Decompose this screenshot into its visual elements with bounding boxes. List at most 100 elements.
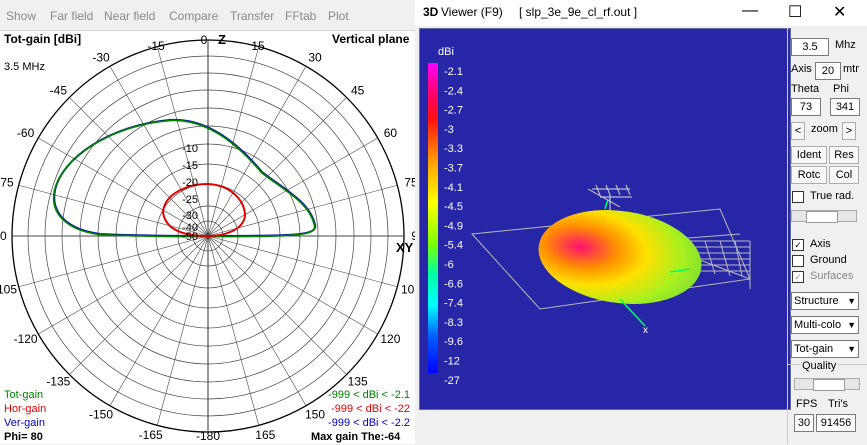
- zoom-in-button[interactable]: >: [842, 122, 856, 140]
- angle-labels: -15015ZXY30-3045-4560-6075-7590-90105-10…: [0, 32, 415, 443]
- frequency-input[interactable]: 3.5: [791, 38, 829, 56]
- polar-plot: -15015ZXY30-3045-4560-6075-7590-90105-10…: [0, 32, 415, 443]
- structure-select[interactable]: Structure ▼: [791, 292, 859, 310]
- title-3d: 3D: [423, 5, 439, 19]
- maximize-icon[interactable]: ☐: [788, 4, 803, 21]
- true-rad-slider[interactable]: [791, 210, 857, 223]
- angle-label: -135: [46, 375, 70, 389]
- phi-input[interactable]: 341: [830, 98, 860, 116]
- file-name: [ slp_3e_9e_cl_rf.out ]: [519, 5, 638, 19]
- multicolor-select[interactable]: Multi-colo ▼: [791, 316, 859, 334]
- control-panel: 3.5 Mhz Axis 20 mtr Theta Phi 73 341 < z…: [787, 28, 867, 444]
- pattern-curves: [52, 118, 317, 238]
- polar-spoke: [18, 235, 209, 288]
- menu-bar: Show Far field Near field Compare Transf…: [0, 0, 415, 31]
- plot-frequency: 3.5 MHz: [4, 61, 45, 73]
- angle-label: -30: [92, 51, 110, 65]
- angle-label: -180: [196, 429, 220, 443]
- tot-gain-curve: [52, 119, 316, 238]
- scale-value: -8.3: [444, 317, 463, 329]
- legend-hor-range: -999 < dBi < -22: [331, 403, 410, 415]
- chevron-down-icon: ▼: [847, 320, 856, 330]
- gain-type-select[interactable]: Tot-gain ▼: [791, 340, 859, 358]
- phi-label: Phi: [833, 83, 849, 95]
- axis-length-input[interactable]: 20: [815, 62, 841, 80]
- polar-spoke: [69, 97, 209, 237]
- angle-label: -45: [50, 83, 68, 97]
- ring-labels: -10 -15 -20 -25 -30-40-50: [182, 143, 198, 243]
- scale-value: -4.1: [444, 182, 463, 194]
- menu-far-field[interactable]: Far field: [50, 9, 94, 23]
- ring-label: -15: [182, 160, 198, 172]
- axis-label: Axis: [791, 63, 812, 75]
- 3d-scene[interactable]: dBi -2.1 -2.4 -2.7 -3 -3.3 -3.7 -4.1 -4.5 -4.9 -5.…: [419, 28, 791, 410]
- polar-spoke: [38, 137, 209, 237]
- ring-label: -50: [182, 231, 198, 243]
- res-button[interactable]: Res: [829, 146, 859, 164]
- fps-value: 30: [794, 414, 814, 432]
- scale-value: -2.7: [444, 105, 463, 117]
- surfaces-checkbox[interactable]: ✓: [792, 271, 804, 283]
- menu-show[interactable]: Show: [6, 9, 37, 23]
- legend-hor-gain: Hor-gain: [4, 403, 47, 415]
- close-icon[interactable]: ✕: [833, 4, 847, 21]
- antenna-structure: [587, 184, 632, 214]
- ident-button[interactable]: Ident: [791, 146, 827, 164]
- scale-value: -5.4: [444, 240, 463, 252]
- minimize-icon[interactable]: —: [742, 2, 758, 19]
- legend-tot-gain: Tot-gain: [4, 389, 44, 401]
- menu-transfer[interactable]: Transfer: [230, 9, 275, 23]
- theta-input[interactable]: 73: [791, 98, 821, 116]
- polar-spoke: [207, 235, 378, 335]
- true-rad-checkbox[interactable]: [792, 191, 804, 203]
- scale-value: -3.7: [444, 163, 463, 175]
- 3d-render: dBi -2.1 -2.4 -2.7 -3 -3.3 -3.7 -4.1 -4.5 -4.9 -5.…: [428, 46, 751, 387]
- axis-markers: [604, 198, 691, 327]
- zoom-label: zoom: [811, 123, 838, 135]
- polar-spoke: [207, 235, 260, 426]
- angle-label: -90: [0, 229, 7, 243]
- color-scale-bar: [428, 63, 438, 373]
- multicolor-select-value: Multi-colo: [794, 319, 842, 331]
- angle-label: -60: [17, 126, 35, 140]
- polar-spoke: [207, 235, 347, 375]
- xy-axis-label: XY: [396, 240, 414, 255]
- ring-label: -40: [182, 222, 198, 234]
- polar-spoke: [207, 97, 347, 237]
- col-button[interactable]: Col: [829, 166, 859, 184]
- polar-spoke: [207, 46, 260, 237]
- menu-compare[interactable]: Compare: [169, 9, 219, 23]
- polar-spoke: [38, 235, 209, 335]
- menu-plot[interactable]: Plot: [328, 9, 349, 23]
- polar-spoke: [109, 235, 209, 406]
- angle-label: 60: [384, 126, 398, 140]
- max-gain: Max gain The:-64: [311, 431, 401, 443]
- legend-tot-range: -999 < dBi < -2.1: [328, 389, 410, 401]
- gain-type-select-value: Tot-gain: [794, 343, 834, 355]
- scale-value: -7.4: [444, 298, 463, 310]
- title-bar: 3D Viewer (F9) [ slp_3e_9e_cl_rf.out ] —…: [415, 0, 867, 26]
- theta-label: Theta: [791, 83, 820, 95]
- quality-slider[interactable]: [794, 378, 860, 391]
- chevron-down-icon: ▼: [847, 344, 856, 354]
- ground-checkbox[interactable]: [792, 255, 804, 267]
- scale-value: -6.6: [444, 278, 463, 290]
- plot-title: Tot-gain [dBi]: [4, 32, 82, 46]
- polar-spoke: [207, 235, 398, 288]
- window-title: Viewer (F9): [441, 5, 503, 19]
- structure-select-value: Structure: [794, 295, 839, 307]
- axis-x-label: x: [643, 325, 648, 336]
- menu-near-field[interactable]: Near field: [104, 9, 156, 23]
- menu-fftab[interactable]: FFtab: [285, 9, 317, 23]
- angle-label: -105: [0, 282, 17, 296]
- axis-checkbox[interactable]: ✓: [792, 239, 804, 251]
- angle-label: 15: [251, 39, 265, 53]
- zoom-out-button[interactable]: <: [791, 122, 805, 140]
- axis-checkbox-label: Axis: [810, 238, 831, 250]
- legend-ver-gain: Ver-gain: [4, 417, 45, 429]
- rotc-button[interactable]: Rotc: [791, 166, 827, 184]
- scale-value: -6: [444, 259, 454, 271]
- angle-label: 45: [351, 83, 365, 97]
- scale-value: -4.5: [444, 201, 463, 213]
- angle-label: 165: [255, 428, 275, 442]
